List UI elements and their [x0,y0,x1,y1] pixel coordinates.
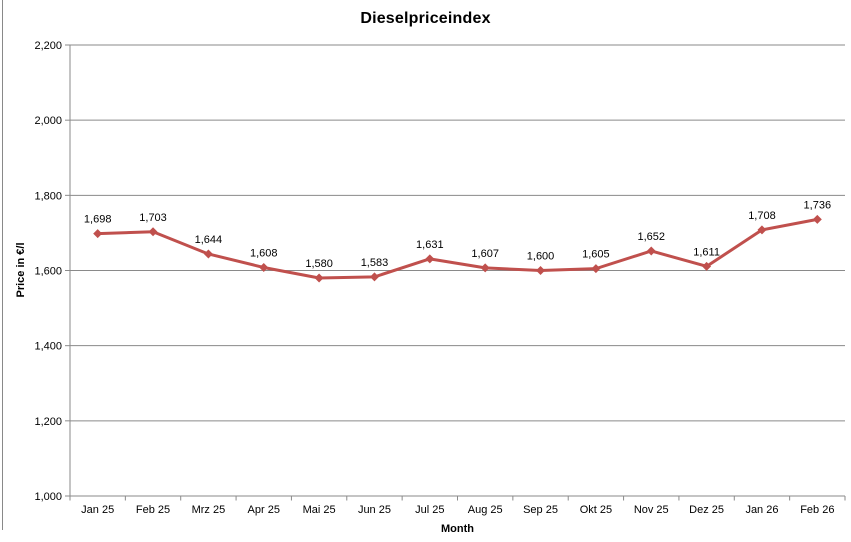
x-tick-label: Apr 25 [248,504,280,516]
data-point-label: 1,580 [305,258,333,270]
data-point-marker [425,254,435,264]
x-axis-title: Month [441,523,474,535]
data-point-label: 1,608 [250,247,278,259]
x-tick-label: Jun 25 [358,504,391,516]
data-point-label: 1,708 [748,210,776,222]
x-tick-label: Sep 25 [523,504,558,516]
series-line [96,217,819,280]
data-point-label: 1,736 [804,199,832,211]
data-point-marker [314,273,324,283]
data-point-label: 1,703 [139,212,167,224]
data-point-label: 1,611 [693,246,720,258]
data-point-marker [536,266,546,275]
data-point-marker [259,262,269,272]
data-point-label: 1,583 [361,257,389,269]
data-point-label: 1,631 [416,239,444,251]
x-tick-label: Dez 25 [689,504,724,516]
data-point-marker [646,246,656,256]
data-point-marker [757,225,767,235]
data-point-marker [812,214,822,224]
data-point-label: 1,644 [195,234,223,246]
chart-title: Dieselpriceindex [360,10,491,27]
data-point-label: 1,605 [582,249,610,261]
data-point-label: 1,600 [527,251,555,263]
x-tick-label: Mai 25 [303,504,336,516]
x-tick-label: Aug 25 [468,504,503,516]
y-tick-label: 1,600 [34,266,62,278]
x-tick-label: Jan 26 [745,504,778,516]
y-tick-label: 1,400 [34,341,62,353]
x-tick-label: Mrz 25 [192,504,226,516]
data-point-label: 1,607 [471,248,499,260]
data-point-marker [369,272,379,282]
data-point-marker [148,227,158,237]
x-tick-label: Feb 25 [136,504,170,516]
x-tick-label: Feb 26 [800,504,834,516]
y-tick-label: 1,200 [34,416,62,428]
x-tick-label: Jul 25 [415,504,444,516]
x-tick-label: Okt 25 [580,504,612,516]
y-tick-label: 2,200 [34,40,62,52]
data-point-marker [203,249,213,259]
worksheet-left-border [2,0,3,530]
x-tick-label: Jan 25 [81,504,114,516]
x-tick-label: Nov 25 [634,504,669,516]
data-point-marker [93,229,103,239]
data-point-marker [480,263,490,273]
y-tick-label: 1,000 [34,491,62,503]
data-point-marker [702,261,712,271]
y-tick-label: 2,000 [34,115,62,127]
data-point-label: 1,652 [637,231,665,243]
y-tick-label: 1,800 [34,190,62,202]
data-point-marker [591,264,601,274]
data-point-label: 1,698 [84,214,112,226]
